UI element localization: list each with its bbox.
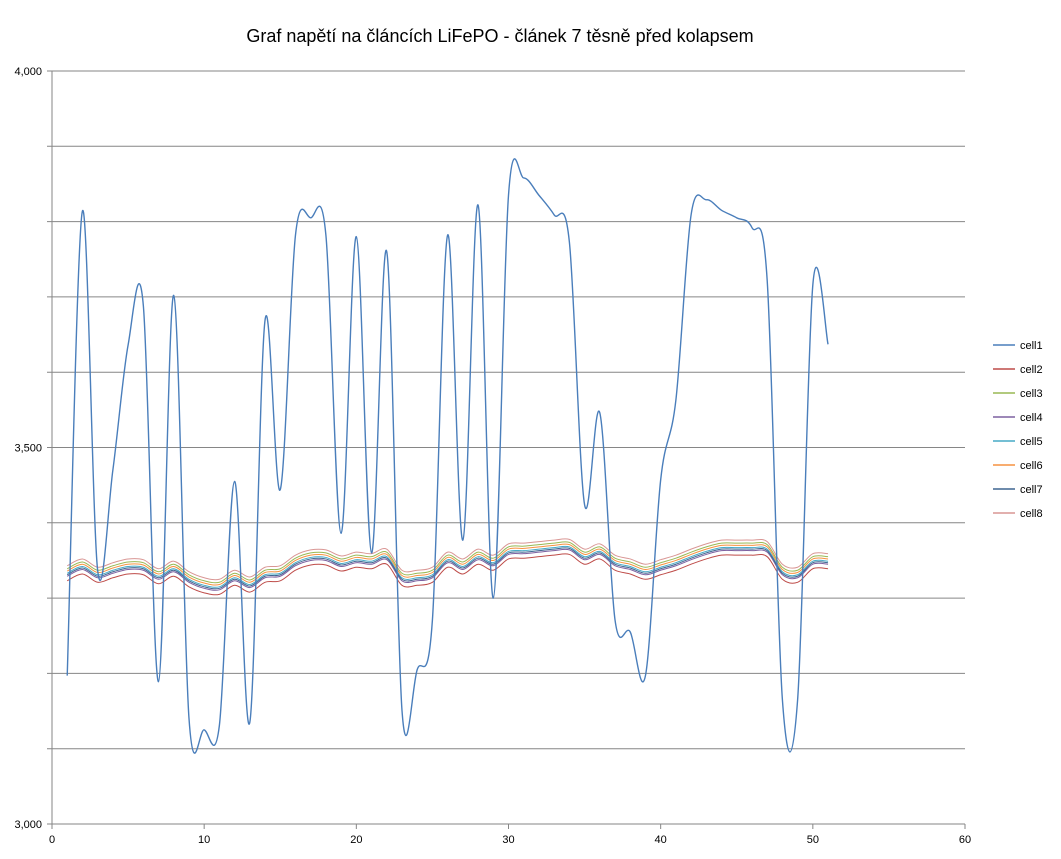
x-tick-label: 30 <box>502 834 514 846</box>
y-tick-label: 3,500 <box>14 443 42 455</box>
x-tick-label: 0 <box>49 834 55 846</box>
x-tick-label: 40 <box>655 834 667 846</box>
legend-label-cell2: cell2 <box>1020 364 1043 376</box>
legend-label-cell4: cell4 <box>1020 412 1043 424</box>
axes: 0 10 20 30 40 50 60 3,000 3,500 4,000 <box>14 66 971 846</box>
legend-label-cell6: cell6 <box>1020 460 1043 472</box>
series-line-cell4 <box>66 548 829 591</box>
chart-title: Graf napětí na článcích LiFePO - článek … <box>246 26 753 46</box>
series-line-cell2 <box>66 553 829 596</box>
x-tick-label: 60 <box>959 834 971 846</box>
x-tick-label: 50 <box>807 834 819 846</box>
legend-label-cell1: cell1 <box>1020 340 1043 352</box>
x-tick-label: 10 <box>198 834 210 846</box>
gridlines <box>47 70 965 750</box>
legend-label-cell5: cell5 <box>1020 436 1043 448</box>
series-line-cell7 <box>66 547 829 590</box>
series-line-cell3 <box>66 541 829 584</box>
legend-label-cell3: cell3 <box>1020 388 1043 400</box>
series-line-cell8 <box>66 538 829 581</box>
x-tick-label: 20 <box>350 834 362 846</box>
series-lines <box>66 158 829 754</box>
y-tick-label: 3,000 <box>14 819 42 831</box>
legend-label-cell8: cell8 <box>1020 508 1043 520</box>
legend: cell1 cell2 cell3 cell4 cell5 cell6 cell7 cell8 <box>993 340 1043 520</box>
legend-label-cell7: cell7 <box>1020 484 1043 496</box>
series-line-cell5 <box>66 545 829 588</box>
series-line-cell6 <box>66 543 829 586</box>
series-line-cell1 <box>66 158 829 754</box>
y-tick-label: 4,000 <box>14 66 42 78</box>
